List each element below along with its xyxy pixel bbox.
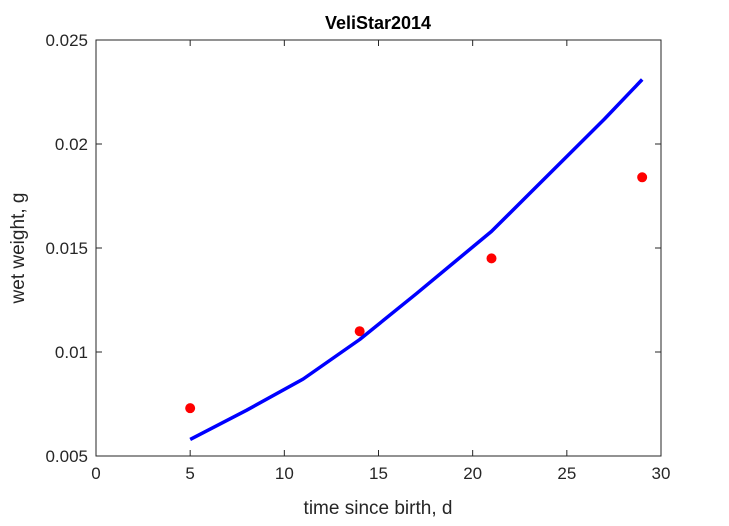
y-tick-label: 0.025 [45,31,88,50]
chart-title: VeliStar2014 [325,13,431,33]
y-tick-label: 0.015 [45,239,88,258]
data-point [637,172,648,183]
x-tick-label: 30 [652,464,671,483]
y-tick-label: 0.02 [55,135,88,154]
x-tick-label: 25 [557,464,576,483]
data-point [354,326,365,337]
x-tick-label: 5 [185,464,194,483]
plot-area: 0 5 10 15 20 25 30 0.005 0.01 0.015 0.02 0.025 [45,31,670,483]
data-point [185,403,196,414]
x-axis-label: time since birth, d [304,498,453,519]
y-tick-label: 0.005 [45,447,88,466]
model-curve [189,78,644,441]
axes-box [95,39,662,457]
y-tick-label: 0.01 [55,343,88,362]
x-tick-label: 20 [463,464,482,483]
x-tick-label: 15 [369,464,388,483]
x-tick-label: 10 [275,464,294,483]
data-point [486,253,497,264]
y-axis-label: wet weight, g [8,193,29,305]
x-tick-label: 0 [91,464,100,483]
